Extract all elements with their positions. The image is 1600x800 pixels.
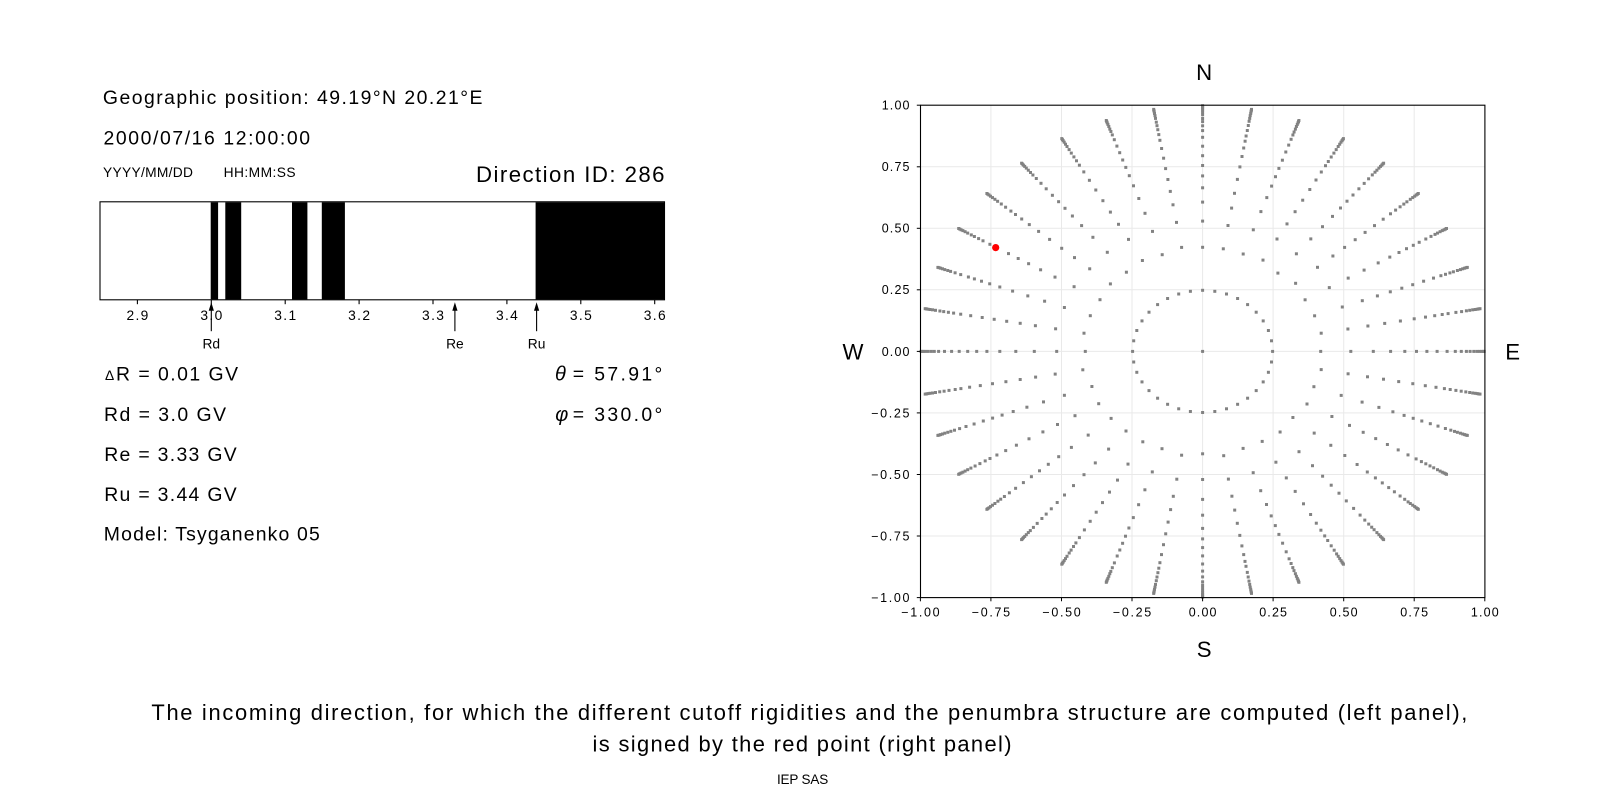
svg-text:−0.25: −0.25 bbox=[871, 406, 909, 420]
svg-text:3.4: 3.4 bbox=[496, 308, 518, 323]
svg-text:YYYY/MM/DD: YYYY/MM/DD bbox=[103, 165, 193, 180]
svg-text:1.00: 1.00 bbox=[882, 99, 910, 113]
svg-text:∆: ∆ bbox=[105, 368, 114, 383]
svg-text:Ru: Ru bbox=[528, 337, 546, 352]
svg-text:Rd: Rd bbox=[202, 337, 220, 352]
svg-text:N: N bbox=[1196, 60, 1212, 85]
svg-text:HH:MM:SS: HH:MM:SS bbox=[224, 165, 296, 180]
svg-text:1.00: 1.00 bbox=[1471, 606, 1499, 620]
svg-text:is signed by the red point (ri: is signed by the red point (right panel) bbox=[593, 731, 1012, 756]
svg-text:−0.50: −0.50 bbox=[1042, 606, 1080, 620]
svg-text:−0.75: −0.75 bbox=[972, 606, 1010, 620]
svg-text:−1.00: −1.00 bbox=[871, 591, 909, 605]
svg-text:3.5: 3.5 bbox=[570, 308, 592, 323]
svg-text:0.00: 0.00 bbox=[1189, 606, 1217, 620]
svg-text:φ: φ bbox=[555, 404, 568, 426]
svg-text:E: E bbox=[1505, 340, 1520, 365]
svg-text:−0.75: −0.75 bbox=[871, 529, 909, 543]
svg-text:0.00: 0.00 bbox=[882, 345, 910, 359]
svg-text:2.9: 2.9 bbox=[126, 308, 148, 323]
svg-text:Geographic position: 49.19°N 2: Geographic position: 49.19°N 20.21°E bbox=[103, 87, 483, 109]
svg-text:θ: θ bbox=[555, 363, 566, 385]
svg-text:−0.50: −0.50 bbox=[871, 468, 909, 482]
svg-text:The incoming direction, for wh: The incoming direction, for which the di… bbox=[151, 700, 1467, 725]
svg-text:Direction ID: 286: Direction ID: 286 bbox=[476, 162, 665, 187]
svg-text:Re: Re bbox=[446, 337, 464, 352]
svg-text:0.50: 0.50 bbox=[882, 222, 910, 236]
svg-text:3.6: 3.6 bbox=[644, 308, 666, 323]
svg-text:IEP SAS: IEP SAS bbox=[777, 772, 828, 787]
svg-text:2000/07/16 12:00:00: 2000/07/16 12:00:00 bbox=[104, 127, 311, 149]
svg-text:Rd = 3.0 GV: Rd = 3.0 GV bbox=[104, 404, 226, 426]
svg-text:= 57.91°: = 57.91° bbox=[573, 363, 663, 385]
svg-text:3.3: 3.3 bbox=[422, 308, 444, 323]
svg-text:0.25: 0.25 bbox=[882, 283, 910, 297]
svg-text:Model: Tsyganenko 05: Model: Tsyganenko 05 bbox=[104, 524, 320, 546]
svg-text:W: W bbox=[843, 340, 864, 365]
svg-text:0.75: 0.75 bbox=[882, 160, 910, 174]
svg-text:3.1: 3.1 bbox=[274, 308, 296, 323]
svg-text:0.75: 0.75 bbox=[1400, 606, 1428, 620]
svg-text:S: S bbox=[1197, 637, 1212, 662]
svg-text:−0.25: −0.25 bbox=[1113, 606, 1151, 620]
svg-text:Re = 3.33 GV: Re = 3.33 GV bbox=[104, 444, 237, 466]
svg-text:−1.00: −1.00 bbox=[901, 606, 939, 620]
svg-text:3.2: 3.2 bbox=[348, 308, 370, 323]
svg-text:0.25: 0.25 bbox=[1259, 606, 1287, 620]
svg-text:Ru = 3.44 GV: Ru = 3.44 GV bbox=[104, 484, 237, 506]
svg-text:0.50: 0.50 bbox=[1330, 606, 1358, 620]
svg-text:R = 0.01 GV: R = 0.01 GV bbox=[116, 363, 238, 385]
svg-text:= 330.0°: = 330.0° bbox=[573, 404, 663, 426]
